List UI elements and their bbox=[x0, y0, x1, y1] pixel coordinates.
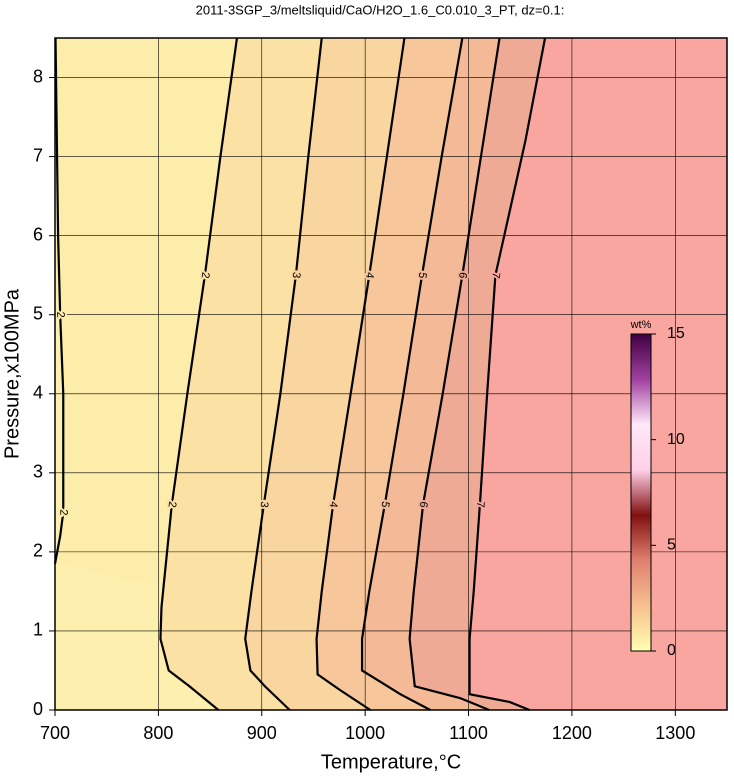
contour-label: 2 bbox=[57, 509, 69, 515]
contour-label: 4 bbox=[363, 271, 376, 279]
x-tick-label: 1200 bbox=[552, 723, 592, 743]
contour-line bbox=[244, 37, 323, 711]
contour-line bbox=[53, 37, 65, 564]
contour-label: 5 bbox=[416, 271, 429, 279]
contour-label: 3 bbox=[290, 271, 303, 278]
plot-frame bbox=[54, 37, 728, 711]
colorbar bbox=[630, 333, 652, 652]
contour-line bbox=[159, 37, 239, 711]
x-tick-label: 1000 bbox=[345, 723, 385, 743]
colorbar-label: wt% bbox=[630, 319, 652, 331]
x-tick-label: 800 bbox=[143, 723, 173, 743]
y-tick-label: 7 bbox=[33, 145, 43, 165]
contour-label: 4 bbox=[327, 501, 340, 509]
y-tick-label: 2 bbox=[33, 541, 43, 561]
chart-title: 2011-3SGP_3/meltsliquid/CaO/H2O_1.6_C0.0… bbox=[196, 2, 565, 17]
contour-label: 7 bbox=[474, 501, 486, 508]
y-tick-label: 8 bbox=[33, 66, 43, 86]
colorbar-tick-label: 10 bbox=[667, 431, 685, 448]
x-tick-label: 900 bbox=[247, 723, 277, 743]
colorbar-tick-label: 0 bbox=[667, 642, 676, 659]
y-tick-label: 0 bbox=[33, 699, 43, 719]
contour-label: 2 bbox=[199, 271, 212, 279]
x-tick-label: 1100 bbox=[449, 723, 488, 743]
y-axis-label: Pressure,x100MPa bbox=[1, 288, 23, 459]
y-tick-label: 5 bbox=[33, 303, 43, 323]
contour-label: 6 bbox=[417, 501, 430, 509]
y-tick-label: 3 bbox=[33, 462, 43, 482]
x-tick-label: 700 bbox=[40, 723, 70, 743]
contour-label: 7 bbox=[489, 271, 502, 279]
contour-label: 3 bbox=[258, 501, 271, 509]
x-tick-label: 1300 bbox=[655, 723, 695, 743]
colorbar-tick-label: 5 bbox=[667, 537, 676, 554]
contour-line bbox=[468, 37, 547, 712]
contour-line bbox=[315, 37, 406, 711]
contour-line bbox=[360, 37, 464, 711]
y-tick-label: 1 bbox=[33, 620, 43, 640]
contour-label: 6 bbox=[456, 271, 469, 279]
contour-label: 2 bbox=[54, 311, 66, 318]
contour-label: 2 bbox=[166, 501, 179, 509]
y-tick-label: 4 bbox=[33, 383, 43, 403]
x-axis-label: Temperature,°C bbox=[321, 751, 461, 773]
y-tick-label: 6 bbox=[33, 224, 43, 244]
colorbar-tick-label: 15 bbox=[667, 325, 685, 342]
contour-band bbox=[469, 38, 727, 710]
contour-line bbox=[408, 37, 501, 712]
